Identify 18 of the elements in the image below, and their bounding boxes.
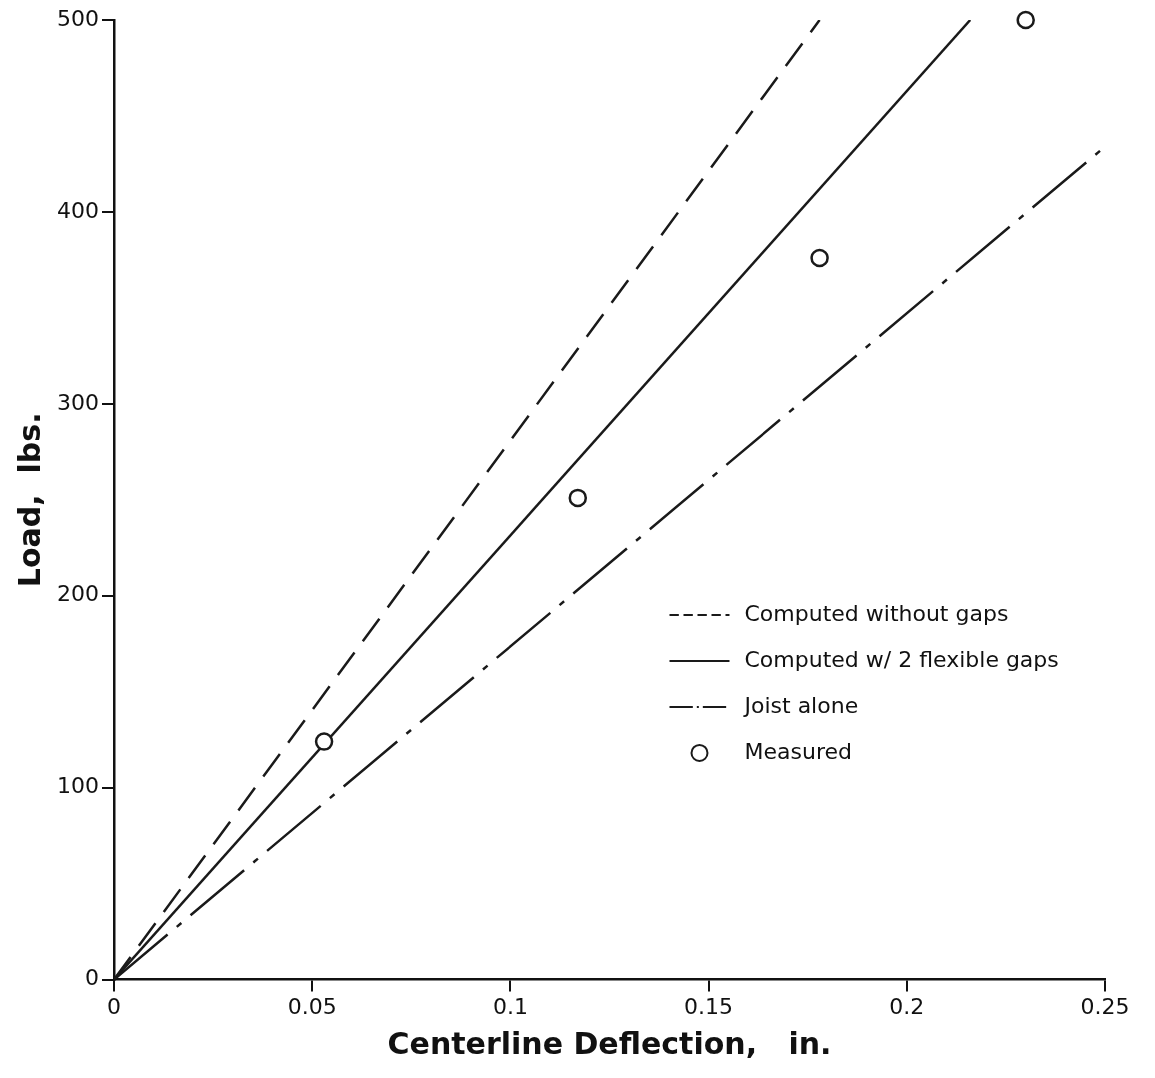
legend-label: Computed without gaps [744, 600, 1009, 626]
x-axis-title: Centerline Deflection, in. [387, 1025, 832, 1061]
y-axis-title: Load, lbs. [11, 412, 47, 588]
x-tick-label: 0.2 [889, 993, 925, 1019]
y-tick-label: 500 [56, 5, 99, 31]
x-tick-label: 0.1 [492, 993, 528, 1019]
legend-label: Joist alone [742, 692, 859, 718]
x-tick-label: 0 [106, 993, 121, 1019]
y-tick-label: 0 [84, 965, 99, 991]
legend-label: Computed w/ 2 flexible gaps [744, 646, 1059, 672]
y-tick-label: 100 [56, 773, 99, 799]
x-tick-label: 0.15 [684, 993, 734, 1019]
y-tick-label: 400 [56, 197, 99, 223]
x-tick-label: 0.25 [1080, 993, 1130, 1019]
y-tick-label: 300 [56, 389, 99, 415]
x-tick-label: 0.05 [287, 993, 337, 1019]
legend-label: Measured [744, 738, 852, 764]
y-tick-label: 200 [56, 581, 99, 607]
